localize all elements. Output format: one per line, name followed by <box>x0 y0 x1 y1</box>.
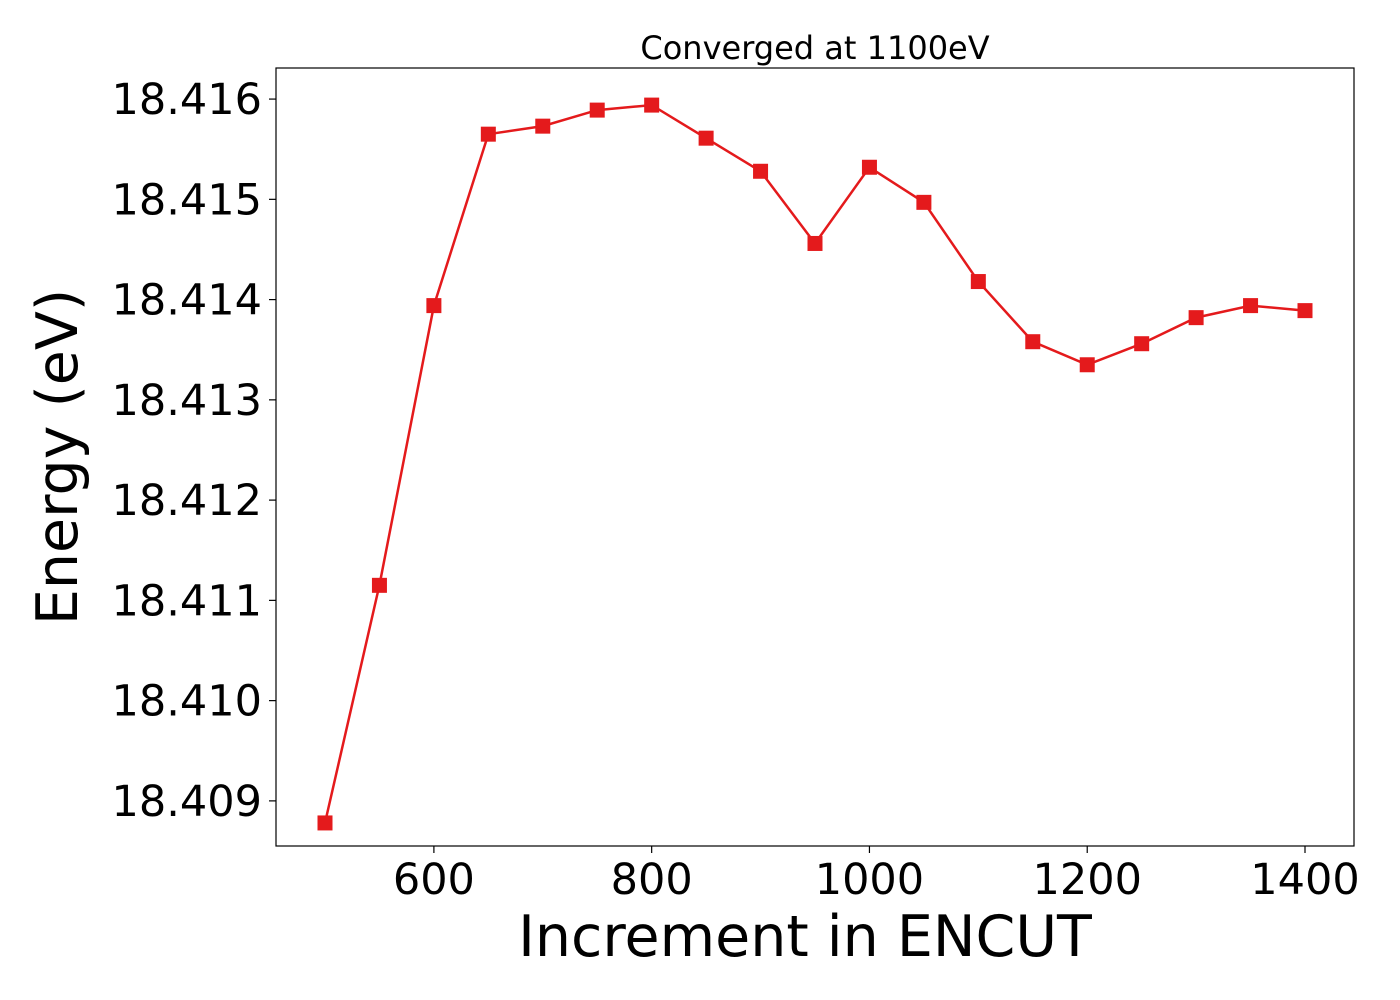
x-tick-label: 1200 <box>1033 855 1142 905</box>
data-point-marker <box>970 274 986 290</box>
plot-frame <box>275 67 1355 847</box>
data-point-marker <box>1134 336 1150 352</box>
y-tick-label: 18.414 <box>112 276 262 326</box>
y-tick-label: 18.413 <box>112 376 262 426</box>
y-tick-label: 18.412 <box>112 476 262 526</box>
y-tick-label: 18.411 <box>112 576 262 626</box>
data-point-marker <box>916 194 932 210</box>
x-axis: 600 800 1000 1200 1400 <box>393 846 1360 905</box>
y-tick-label: 18.410 <box>112 677 262 727</box>
chart-title: Converged at 1100eV <box>640 29 989 67</box>
data-point-marker <box>589 102 605 118</box>
y-tick-label: 18.416 <box>112 75 262 125</box>
data-point-marker <box>807 235 823 251</box>
data-point-marker <box>1297 303 1313 319</box>
data-point-marker <box>1025 334 1041 350</box>
data-point-marker <box>480 126 496 142</box>
data-point-marker <box>698 130 714 146</box>
x-tick-label: 1400 <box>1250 855 1359 905</box>
data-point-marker <box>753 163 769 179</box>
y-tick-label: 18.415 <box>112 175 262 225</box>
data-point-marker <box>861 159 877 175</box>
series-line <box>323 103 1306 824</box>
y-axis: 18.409 18.410 18.411 18.412 18.413 18.414 18.4… <box>112 75 276 827</box>
data-point-marker <box>1243 298 1259 314</box>
x-tick-label: 800 <box>611 855 693 905</box>
data-point-marker <box>644 97 660 113</box>
data-point-marker <box>1188 310 1204 326</box>
x-tick-label: 1000 <box>815 855 924 905</box>
x-axis-label: Increment in ENCUT <box>518 904 1092 970</box>
data-point-marker <box>317 815 333 831</box>
x-tick-label: 600 <box>393 855 475 905</box>
series-markers <box>317 97 1313 831</box>
data-point-marker <box>426 298 442 314</box>
data-point-marker <box>371 577 387 593</box>
y-tick-label: 18.409 <box>112 777 262 827</box>
y-axis-label: Energy (eV) <box>25 289 91 625</box>
data-point-marker <box>1079 357 1095 373</box>
data-point-marker <box>535 118 551 134</box>
